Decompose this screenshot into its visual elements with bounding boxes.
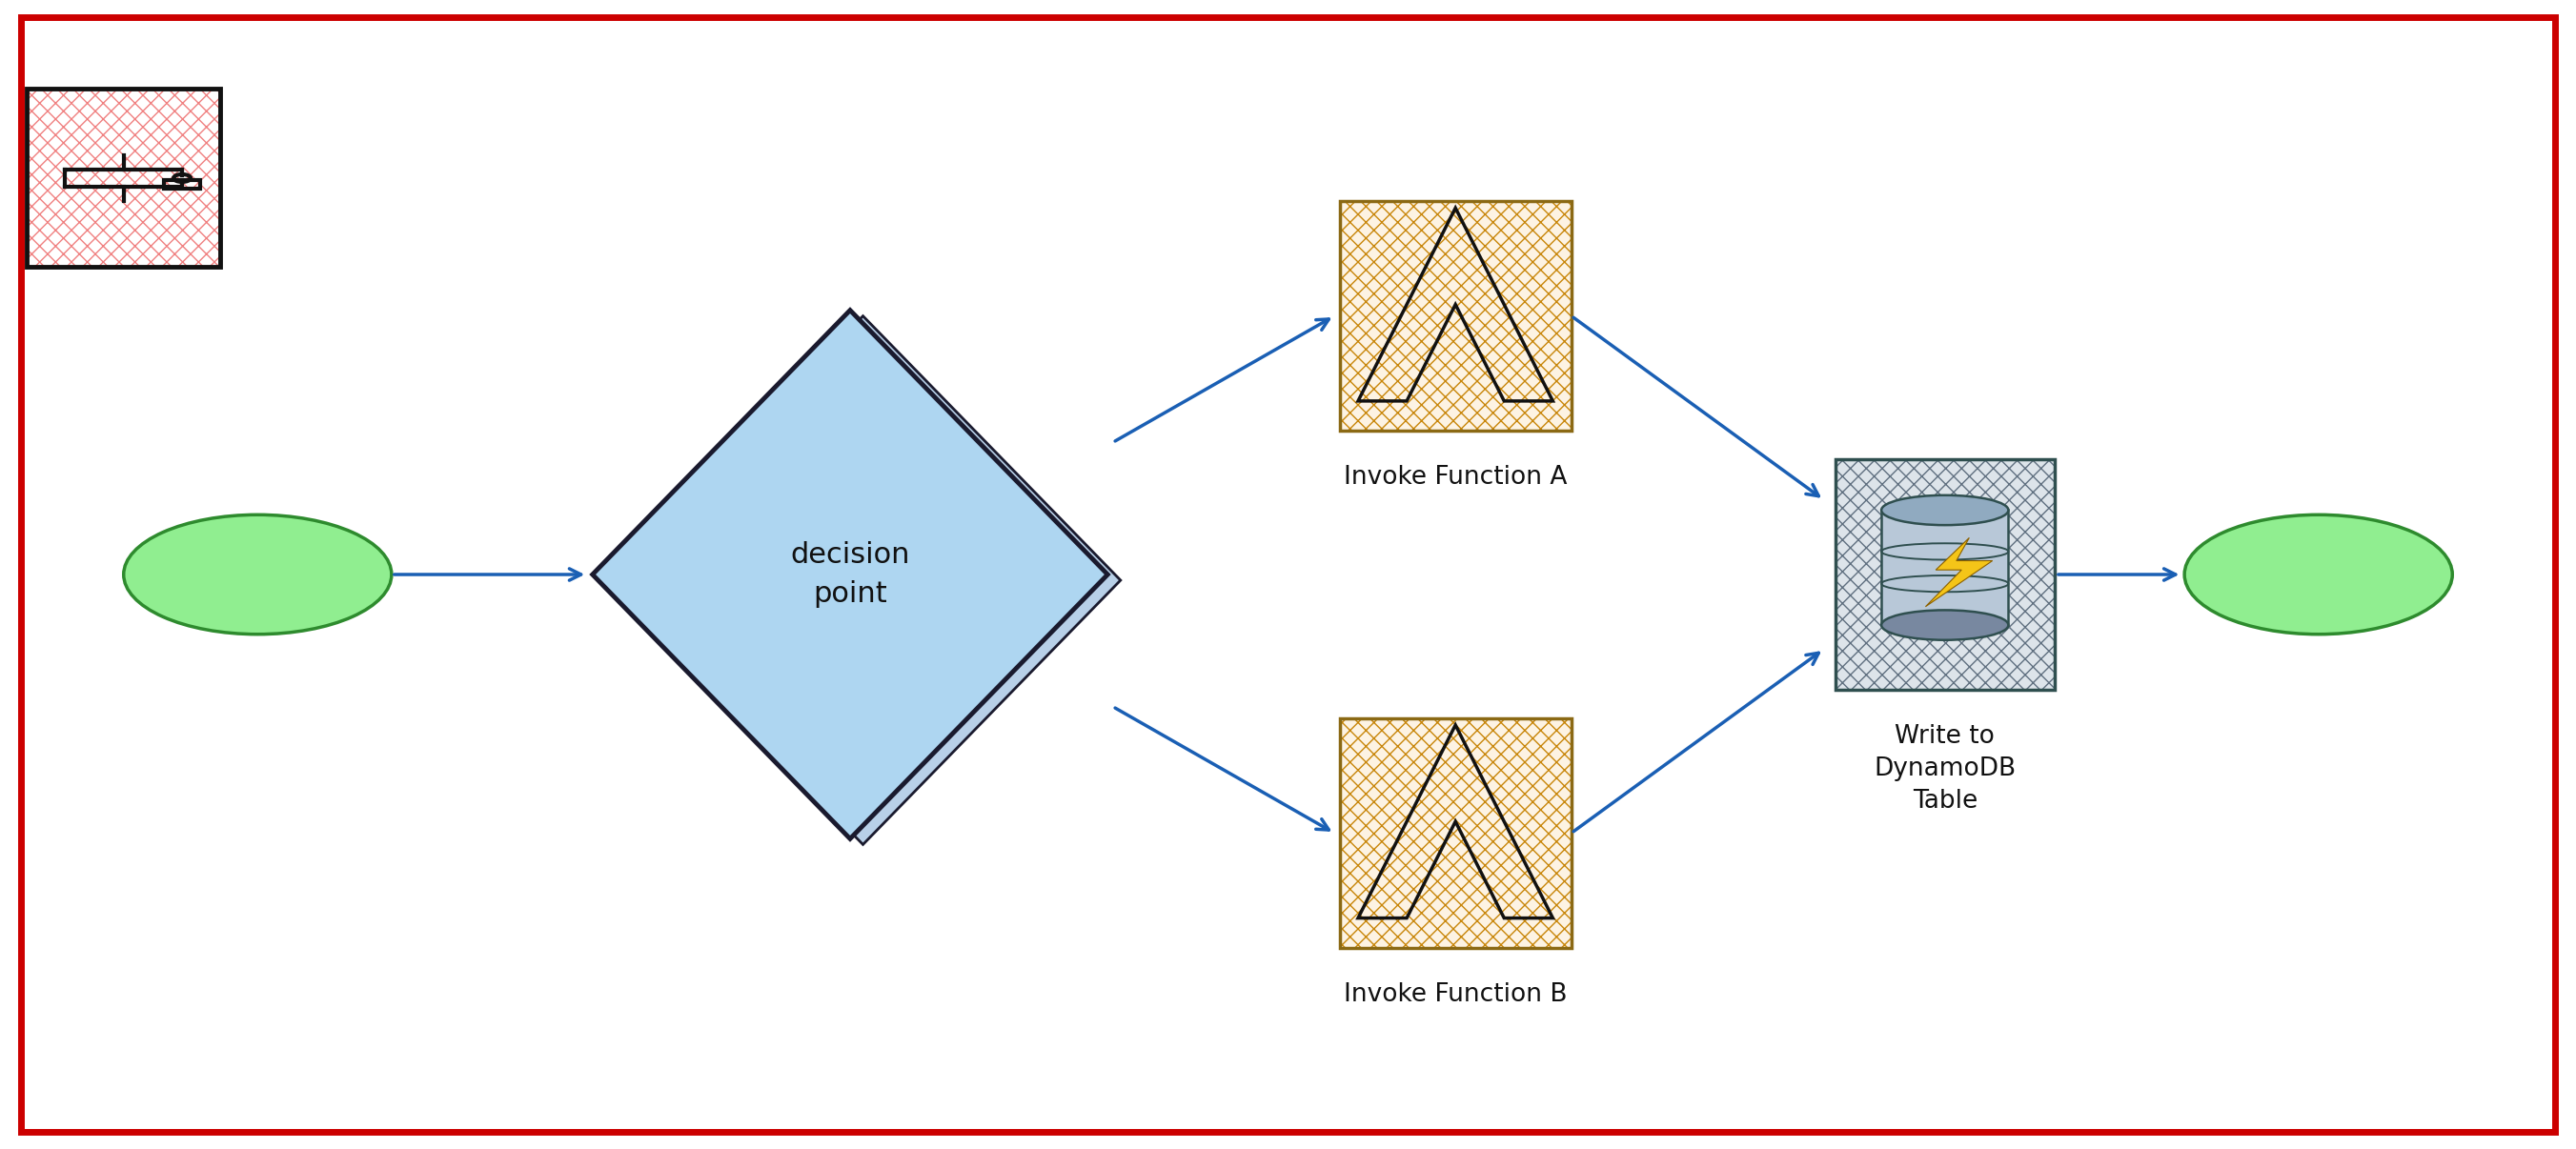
Bar — [1880, 510, 2009, 625]
Text: Invoke Function B: Invoke Function B — [1345, 982, 1566, 1008]
Polygon shape — [1924, 538, 1991, 607]
Ellipse shape — [1880, 495, 2009, 525]
Circle shape — [124, 515, 392, 634]
Text: Write to
DynamoDB
Table: Write to DynamoDB Table — [1873, 724, 2017, 813]
Bar — [1834, 460, 2053, 689]
Bar — [1340, 201, 1571, 431]
Bar — [1340, 718, 1571, 948]
Bar — [1834, 460, 2053, 689]
Polygon shape — [592, 310, 1108, 839]
Bar — [26, 90, 219, 268]
Polygon shape — [605, 316, 1121, 845]
Text: Invoke Function A: Invoke Function A — [1345, 465, 1566, 491]
Bar — [1340, 201, 1571, 431]
Text: decision
point: decision point — [791, 541, 909, 608]
Bar — [26, 90, 219, 268]
Ellipse shape — [1880, 610, 2009, 640]
Bar — [1834, 460, 2053, 689]
Circle shape — [2184, 515, 2452, 634]
Bar — [26, 90, 219, 268]
Bar — [1340, 718, 1571, 948]
Bar — [1340, 201, 1571, 431]
Bar — [165, 180, 201, 188]
Bar — [1340, 718, 1571, 948]
